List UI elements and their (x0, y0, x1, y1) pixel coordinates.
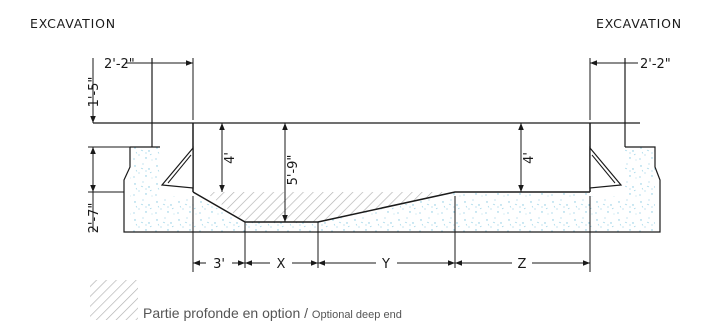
dimension-footing-height: 2'-7" (87, 203, 102, 234)
dimension-segment-a: 3' (213, 257, 225, 272)
excavation-label-right: EXCAVATION (596, 16, 682, 31)
concrete-outline (123, 146, 661, 233)
legend-text-fr: Partie profonde en option (143, 305, 301, 321)
dimension-segment-x: X (277, 257, 286, 272)
excavation-label-left: EXCAVATION (30, 16, 116, 31)
legend-hatch-swatch (90, 280, 138, 320)
legend-text: Partie profonde en option / Optional dee… (143, 305, 402, 323)
dimension-shallow-depth-left: 4' (223, 152, 238, 164)
dimension-shallow-depth-right: 4' (522, 152, 537, 164)
concrete-shell (130, 147, 655, 232)
dimension-coping-height: 1'-5" (87, 77, 102, 108)
wall-brace-right (589, 146, 623, 189)
optional-deep-end-hatch (285, 192, 450, 222)
dimension-wall-offset-left: 2'-2" (104, 57, 135, 72)
legend-separator: / (300, 305, 312, 321)
wall-brace-left (160, 146, 194, 189)
dimension-wall-offset-right: 2'-2" (640, 57, 671, 72)
optional-deep-end-hatch (205, 192, 285, 222)
dimension-deep-depth: 5'-9" (286, 155, 301, 186)
dimension-segment-z: Z (518, 257, 527, 272)
legend-text-en: Optional deep end (311, 309, 402, 321)
dimension-segment-y: Y (381, 257, 390, 272)
